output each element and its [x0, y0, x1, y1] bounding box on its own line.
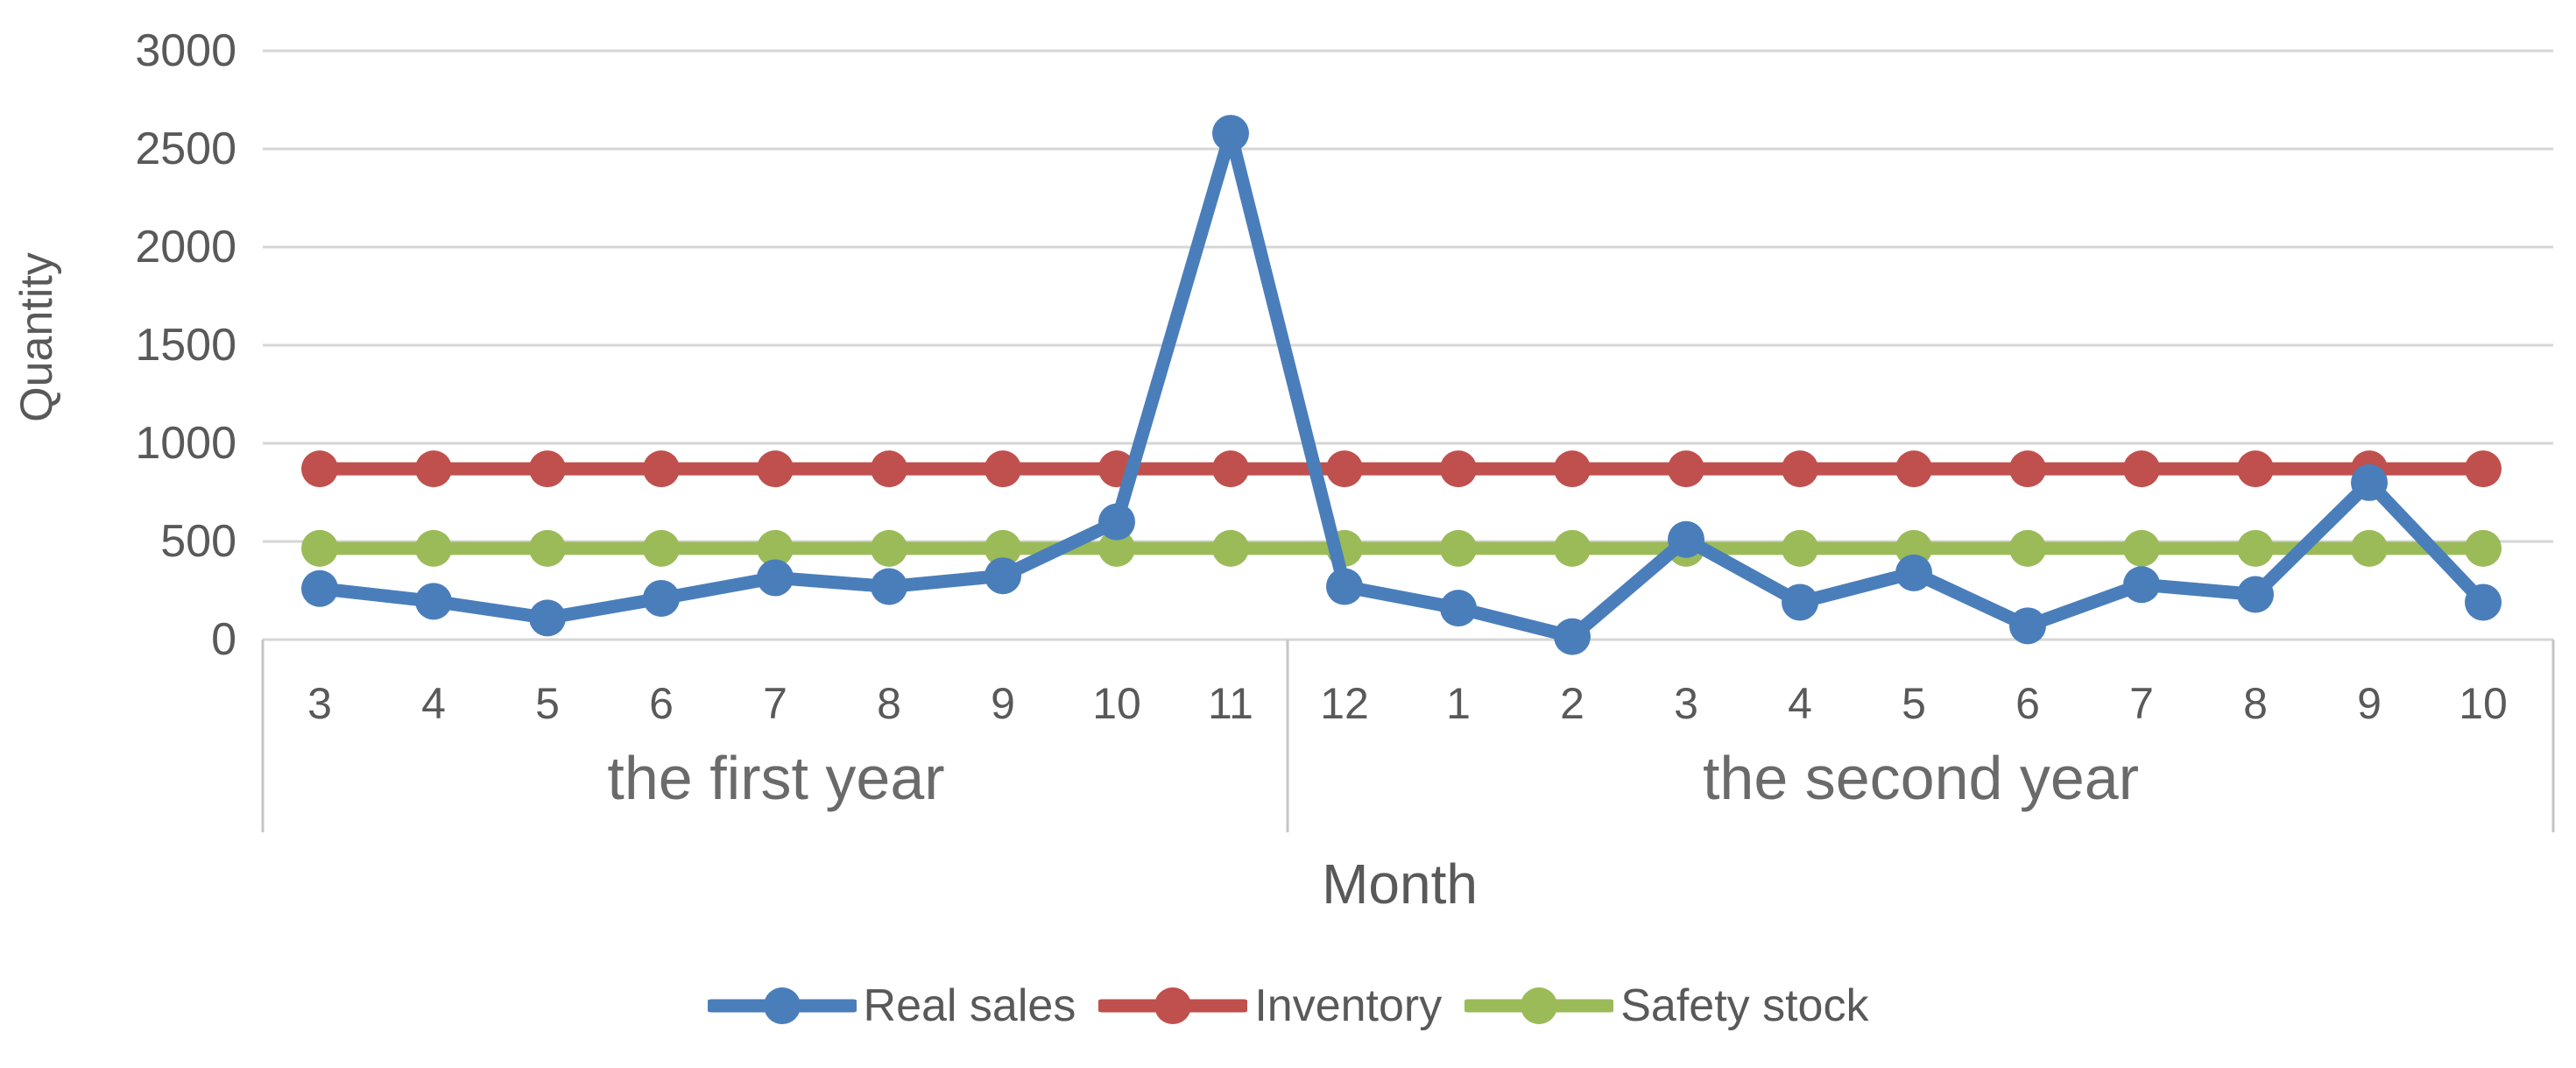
x-axis-title: Month: [1322, 852, 1478, 916]
data-point-real-sales-5: [871, 568, 907, 605]
x-tick-label-2: 5: [535, 679, 560, 728]
data-point-real-sales-7: [1098, 503, 1135, 541]
data-point-real-sales-8: [1212, 115, 1249, 152]
legend-item-safety-stock: Safety stock: [1464, 980, 1868, 1032]
data-point-real-sales-17: [2237, 576, 2274, 613]
x-tick-label-0: 3: [307, 679, 332, 728]
data-point-safety-stock-15: [2009, 529, 2046, 567]
data-point-inventory-11: [1554, 450, 1591, 488]
x-tick-label-11: 2: [1560, 679, 1584, 728]
data-point-inventory-0: [301, 450, 338, 488]
legend: Real sales Inventory Safety stock: [0, 980, 2576, 1032]
data-point-safety-stock-8: [1212, 529, 1249, 567]
x-tick-label-8: 11: [1208, 679, 1253, 728]
data-point-inventory-17: [2237, 450, 2274, 488]
y-tick-label-2500: 2500: [135, 124, 236, 174]
data-point-safety-stock-19: [2465, 529, 2502, 567]
x-axis-group-label-second-year: the second year: [1702, 744, 2140, 812]
data-point-real-sales-10: [1440, 590, 1477, 627]
y-tick-label-2000: 2000: [135, 222, 236, 272]
data-point-real-sales-14: [1895, 554, 1932, 591]
legend-label-inventory: Inventory: [1254, 980, 1443, 1031]
data-point-real-sales-16: [2123, 566, 2160, 604]
y-tick-label-3000: 3000: [135, 25, 236, 76]
data-point-safety-stock-7: [1098, 529, 1135, 567]
legend-marker-real-sales: [707, 987, 857, 1024]
data-point-inventory-16: [2123, 450, 2160, 488]
data-point-inventory-9: [1326, 450, 1363, 488]
x-tick-label-18: 9: [2357, 679, 2382, 728]
data-point-inventory-3: [643, 450, 680, 488]
data-point-inventory-15: [2009, 450, 2046, 488]
x-tick-label-14: 5: [1902, 679, 1926, 728]
data-point-safety-stock-4: [757, 529, 794, 567]
x-tick-label-17: 8: [2243, 679, 2268, 728]
x-tick-label-6: 9: [991, 679, 1015, 728]
x-tick-label-1: 4: [421, 679, 446, 728]
x-tick-label-9: 12: [1320, 679, 1369, 728]
x-tick-label-7: 10: [1092, 679, 1141, 728]
data-point-inventory-10: [1440, 450, 1477, 488]
legend-label-real-sales: Real sales: [863, 980, 1076, 1031]
series-line-real-sales: [313, 126, 2490, 644]
legend-marker-safety-stock: [1464, 987, 1614, 1024]
x-tick-label-12: 3: [1674, 679, 1698, 728]
data-point-inventory-12: [1668, 450, 1704, 488]
data-point-safety-stock-10: [1440, 529, 1477, 567]
data-point-inventory-2: [529, 450, 566, 488]
y-tick-label-0: 0: [211, 614, 236, 665]
y-tick-label-1500: 1500: [135, 320, 236, 371]
data-point-inventory-6: [985, 450, 1021, 488]
data-point-real-sales-4: [757, 559, 794, 597]
x-tick-label-19: 10: [2459, 679, 2508, 728]
data-point-safety-stock-11: [1554, 529, 1591, 567]
data-point-safety-stock-3: [643, 529, 680, 567]
data-point-real-sales-15: [2009, 607, 2046, 645]
legend-item-real-sales: Real sales: [707, 980, 1076, 1032]
x-tick-label-10: 1: [1446, 679, 1471, 728]
data-point-safety-stock-17: [2237, 529, 2274, 567]
x-tick-label-3: 6: [649, 679, 674, 728]
data-point-safety-stock-18: [2351, 529, 2388, 567]
data-point-real-sales-2: [529, 599, 566, 637]
x-tick-label-4: 7: [763, 679, 787, 728]
y-tick-label-500: 500: [160, 516, 236, 567]
data-point-real-sales-0: [301, 569, 338, 607]
data-point-safety-stock-16: [2123, 529, 2160, 567]
data-point-inventory-4: [757, 450, 794, 488]
data-point-real-sales-9: [1326, 568, 1363, 605]
data-point-real-sales-11: [1554, 618, 1591, 655]
data-point-real-sales-13: [1782, 584, 1818, 621]
data-point-inventory-8: [1212, 450, 1249, 488]
x-tick-label-5: 8: [877, 679, 901, 728]
legend-label-safety-stock: Safety stock: [1620, 980, 1869, 1031]
data-point-real-sales-19: [2465, 584, 2502, 621]
data-point-inventory-14: [1895, 450, 1932, 488]
x-axis-group-label-first-year: the first year: [607, 744, 945, 812]
data-point-inventory-1: [415, 450, 452, 488]
data-point-real-sales-1: [415, 583, 452, 620]
data-point-safety-stock-13: [1782, 529, 1818, 567]
data-point-safety-stock-6: [985, 529, 1021, 567]
x-tick-label-13: 4: [1788, 679, 1812, 728]
data-point-safety-stock-5: [871, 529, 907, 567]
data-point-inventory-19: [2465, 450, 2502, 488]
data-point-real-sales-3: [643, 579, 680, 617]
x-tick-label-15: 6: [2015, 679, 2040, 728]
legend-item-inventory: Inventory: [1098, 980, 1442, 1032]
data-point-inventory-13: [1782, 450, 1818, 488]
y-tick-label-1000: 1000: [135, 418, 236, 469]
data-point-real-sales-18: [2351, 463, 2388, 501]
data-point-real-sales-6: [985, 557, 1021, 595]
data-point-inventory-5: [871, 450, 907, 488]
x-tick-label-16: 7: [2129, 679, 2154, 728]
data-point-safety-stock-1: [415, 529, 452, 567]
data-point-safety-stock-2: [529, 529, 566, 567]
data-point-safety-stock-0: [301, 529, 338, 567]
data-point-real-sales-12: [1668, 520, 1704, 558]
legend-marker-inventory: [1098, 987, 1248, 1024]
